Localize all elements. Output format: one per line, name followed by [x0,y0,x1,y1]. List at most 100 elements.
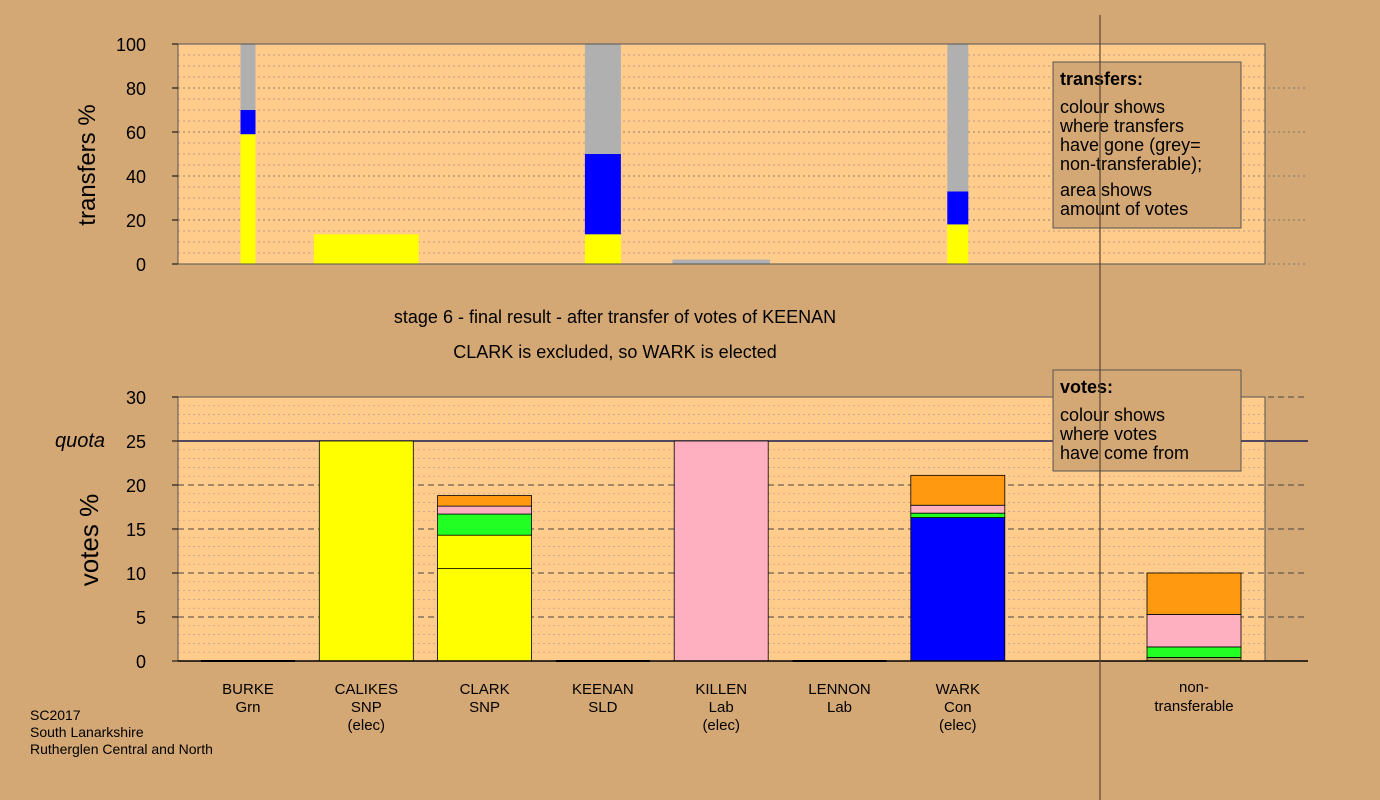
transfers-legend: transfers: colour shows where transfers … [1052,61,1242,229]
vote-bar-segment [437,513,533,536]
y-tick-label: 0 [136,652,146,672]
transfers-legend-line: where transfers [1059,116,1184,136]
category-label: Lab [709,699,734,716]
transfer-bar-segment [313,234,419,264]
stage-title: stage 6 - final result - after transfer … [394,307,836,327]
transfer-bar [240,44,256,264]
y-tick-label: 60 [126,123,146,143]
transfers-legend-line: colour shows [1060,97,1165,117]
y-tick-label: 25 [126,432,146,452]
transfer-bar-segment [240,44,256,110]
transfers-y-axis-label: transfers % [74,104,101,225]
category-label: SLD [588,699,617,716]
category-label: (elec) [939,717,977,734]
category-label: BURKE [222,681,274,698]
y-tick-label: 20 [126,211,146,231]
vote-bar [318,440,414,662]
category-label: (elec) [702,717,740,734]
transfer-bar-segment [584,234,621,264]
nontransferable-label: transferable [1154,698,1233,715]
transfers-legend-title: transfers: [1060,69,1143,89]
vote-bar-segment [1146,646,1242,658]
footer: SC2017 South Lanarkshire Rutherglen Cent… [30,707,213,757]
transfer-bar [313,234,419,264]
y-tick-label: 15 [126,520,146,540]
votes-category-labels: BURKEGrnCALIKESSNP(elec)CLARKSNPKEENANSL… [222,679,1233,734]
y-tick-label: 10 [126,564,146,584]
category-label: WARK [936,681,980,698]
transfer-bar [947,44,969,264]
category-label: Grn [235,699,260,716]
vote-bar-segment [437,495,533,507]
votes-y-axis-label: votes % [74,494,104,587]
transfer-bar [584,44,621,264]
vote-bar-segment [437,505,533,515]
votes-bars [201,440,1242,662]
transfer-bar-segment [240,134,256,264]
transfer-bar-segment [584,154,621,235]
vote-bar [673,440,769,662]
transfers-bars [240,44,969,264]
vote-bar-segment [910,474,1006,506]
vote-bar-segment [1146,572,1242,615]
transfers-legend-line: non-transferable); [1060,154,1202,174]
category-label: CLARK [460,681,510,698]
transfers-chart: 0 20 40 60 80 100 transfers % transfers: colo… [74,35,1308,275]
category-label: CALIKES [335,681,398,698]
transfers-legend-box [1052,61,1242,229]
transfers-plot-border [177,43,1266,265]
category-label: KILLEN [695,681,747,698]
transfers-legend-line: area shows [1060,180,1152,200]
transfer-bar-segment [947,44,969,192]
transfers-legend-line: amount of votes [1060,199,1188,219]
votes-legend-line: where votes [1059,424,1157,444]
votes-legend-line: colour shows [1060,405,1165,425]
vote-bar [910,474,1006,662]
transfer-bar-segment [947,191,969,225]
quota-label: quota [55,430,105,452]
vote-bar [437,495,533,662]
vote-bar-segment [437,568,533,662]
y-tick-label: 30 [126,388,146,408]
y-tick-label: 5 [136,608,146,628]
vote-bar-segment [1146,613,1242,648]
transfers-y-ticks: 0 20 40 60 80 100 [116,35,178,275]
vote-bar-segment [318,440,414,662]
category-label: LENNON [808,681,871,698]
votes-legend: votes: colour shows where votes have com… [1052,369,1242,472]
category-label: SNP [469,699,500,716]
category-label: KEENAN [572,681,634,698]
footer-line: SC2017 [30,707,81,723]
votes-legend-line: have come from [1060,443,1189,463]
category-label: SNP [351,699,382,716]
y-tick-label: 100 [116,35,146,55]
vote-bar-segment [437,534,533,569]
vote-bar-segment [910,504,1006,514]
nontransferable-label: non- [1179,679,1209,696]
votes-y-ticks: 0 5 10 15 20 25 30 [126,388,178,672]
y-tick-label: 0 [136,255,146,275]
vote-bar-segment [910,512,1006,518]
transfer-bar-segment [947,224,969,264]
transfers-legend-line: have gone (grey= [1060,135,1201,155]
vote-bar-segment [673,440,769,662]
footer-line: Rutherglen Central and North [30,741,213,757]
transfer-bar-segment [240,110,256,135]
y-tick-label: 20 [126,476,146,496]
transfer-bar-segment [584,44,621,154]
y-tick-label: 40 [126,167,146,187]
vote-bar-segment [910,517,1006,662]
category-label: Con [944,699,972,716]
votes-legend-box [1052,369,1242,472]
stage-subtitle: CLARK is excluded, so WARK is elected [453,342,776,362]
y-tick-label: 80 [126,79,146,99]
footer-line: South Lanarkshire [30,724,144,740]
transfer-bar [672,259,770,264]
category-label: (elec) [348,717,386,734]
votes-legend-title: votes: [1060,377,1113,397]
vote-bar [1146,572,1242,662]
category-label: Lab [827,699,852,716]
transfer-bar-segment [672,259,770,264]
